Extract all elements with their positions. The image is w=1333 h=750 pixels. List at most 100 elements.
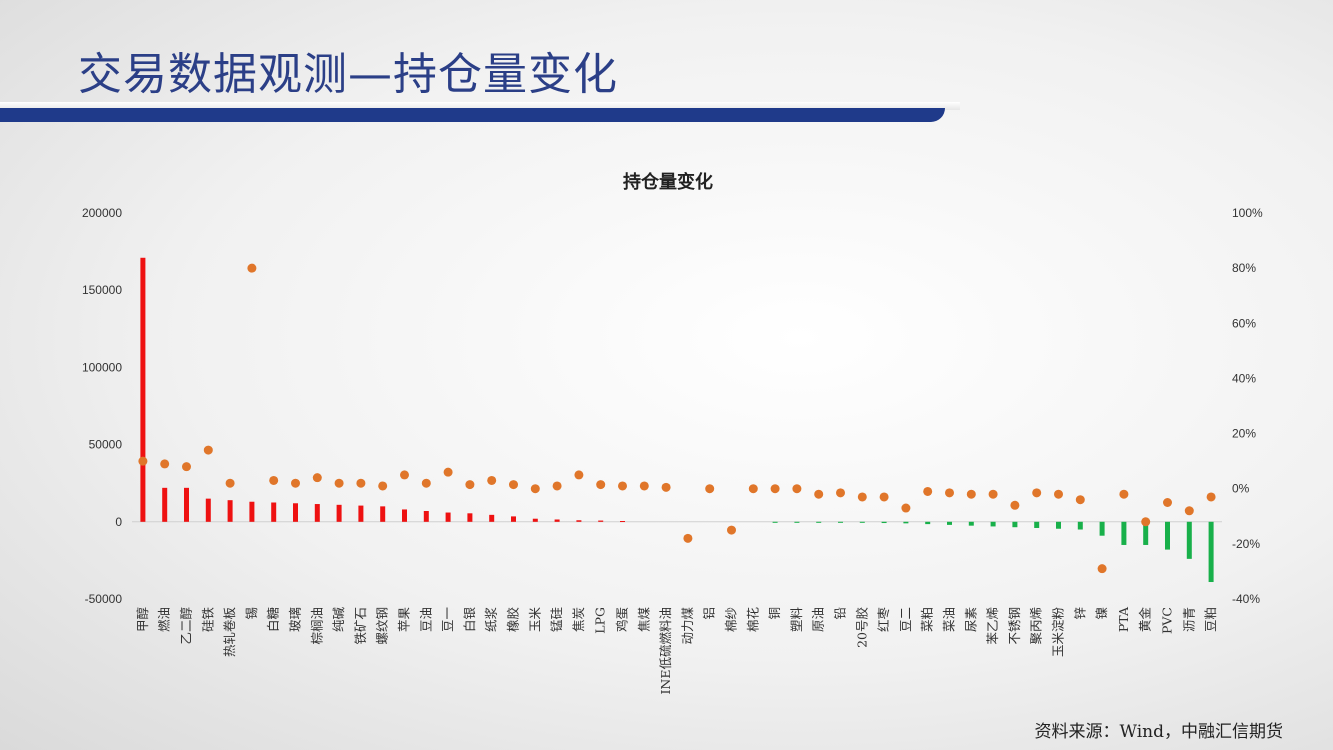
dot-豆一 (443, 467, 453, 477)
dot-螺纹钢 (378, 481, 388, 491)
bar-菜粕 (925, 521, 931, 525)
bar-热轧卷板 (227, 500, 233, 522)
dot-玉米淀粉 (1054, 489, 1063, 499)
bar-豆粕 (1208, 521, 1214, 583)
chart-axes: 200000 150000 100000 50000 0 -50000 100% 80% 60%… (82, 206, 1263, 606)
dot-乙二醇 (182, 462, 191, 472)
category-label: 尿素 (963, 607, 978, 632)
dot-菜油 (945, 488, 954, 498)
bar-锰硅 (554, 519, 560, 522)
category-label: 棕榈油 (309, 607, 324, 645)
category-label: 豆油 (418, 607, 433, 632)
dot-沥青 (1184, 506, 1194, 516)
category-label: 硅铁 (200, 607, 215, 633)
header-shadow (0, 102, 960, 110)
primary-tick-label: 50000 (89, 438, 123, 452)
primary-tick-label: 150000 (82, 283, 122, 297)
dot-锌 (1075, 495, 1085, 505)
bar-锌 (1077, 521, 1083, 530)
category-label: 玉米 (527, 607, 542, 633)
dot-塑料 (792, 484, 802, 494)
dot-红枣 (879, 492, 889, 502)
category-label: PVC (1160, 607, 1175, 634)
bar-铁矿石 (358, 505, 364, 522)
bar-鸡蛋 (620, 521, 625, 523)
dot-LPG (596, 480, 606, 490)
bar-棕榈油 (314, 504, 320, 522)
bar-玉米 (532, 518, 538, 522)
bar-纸浆 (489, 514, 495, 522)
dot-原油 (814, 489, 824, 499)
secondary-tick-label: 20% (1232, 427, 1256, 441)
secondary-tick-label: 0% (1232, 482, 1250, 496)
scatter-series (138, 263, 1216, 574)
category-label: 甲醇 (135, 607, 150, 632)
category-label: 不锈钢 (1007, 607, 1022, 645)
dot-聚丙烯 (1032, 488, 1042, 498)
dot-焦煤 (639, 481, 649, 491)
bar-焦炭 (576, 520, 582, 522)
dot-不锈钢 (1010, 500, 1020, 510)
bar-锡 (249, 501, 255, 522)
category-labels: 甲醇 燃油 乙二醇 硅铁 热轧卷板锡白糖 玻璃 棕榈油 纯碱 铁矿石 螺纹钢 苹果 豆油 豆一 白银 纸浆橡… (135, 606, 1218, 694)
category-label: 乙二醇 (179, 607, 194, 645)
dot-豆粕 (1206, 492, 1216, 502)
dot-PVC (1163, 498, 1172, 507)
secondary-tick-label: 100% (1232, 206, 1263, 220)
bar-不锈钢 (1012, 521, 1018, 528)
dot-玻璃 (291, 478, 300, 488)
bar-series (140, 257, 1214, 583)
bar-聚丙烯 (1034, 521, 1040, 528)
category-label: 锌 (1072, 607, 1087, 620)
bar-红枣 (881, 521, 887, 524)
category-label: 黄金 (1138, 607, 1153, 633)
category-label: 纯碱 (331, 607, 346, 633)
dot-白银 (465, 480, 475, 490)
dot-镍 (1097, 564, 1107, 574)
dot-豆油 (421, 478, 431, 488)
category-label: 20号胶 (854, 607, 869, 648)
category-label: 玉米淀粉 (1051, 607, 1066, 658)
dot-棉花 (748, 484, 758, 494)
bar-硅铁 (205, 498, 211, 522)
dot-铝 (705, 484, 715, 494)
chart-title: 持仓量变化 (623, 171, 713, 193)
category-label: 热轧卷板 (222, 607, 237, 658)
bar-燃油 (162, 487, 168, 522)
category-label: 铜 (767, 607, 782, 620)
dot-棕榈油 (312, 473, 322, 483)
category-label: 燃油 (157, 607, 172, 632)
category-label: 聚丙烯 (1029, 607, 1044, 645)
category-label: 焦炭 (571, 607, 586, 632)
dot-INE低硫燃料油 (661, 482, 671, 492)
bar-豆二 (903, 521, 909, 524)
dot-20号胶 (857, 492, 867, 502)
dot-纯碱 (334, 478, 344, 488)
category-label: 白银 (462, 607, 477, 633)
dot-橡胶 (509, 480, 518, 490)
category-label: 玻璃 (288, 607, 303, 632)
bar-甲醇 (140, 257, 146, 522)
dot-锡 (247, 263, 257, 273)
bar-黄金 (1143, 521, 1149, 545)
primary-tick-label: -50000 (85, 592, 123, 606)
dot-玉米 (530, 484, 540, 494)
dot-甲醇 (138, 456, 148, 466)
dot-热轧卷板 (225, 478, 235, 488)
dot-燃油 (160, 459, 170, 469)
category-label: 塑料 (789, 607, 804, 633)
bar-纯碱 (336, 504, 342, 522)
bar-LPG (598, 520, 604, 522)
dot-锰硅 (552, 481, 562, 491)
slide-title: 交易数据观测—持仓量变化 (78, 49, 618, 100)
bar-豆油 (423, 510, 429, 522)
category-label: 红枣 (876, 607, 891, 633)
dot-棉纱 (727, 525, 736, 535)
dot-动力煤 (683, 533, 693, 543)
bar-塑料 (794, 521, 800, 523)
bar-白糖 (271, 502, 277, 522)
bar-苯乙烯 (990, 521, 996, 527)
bar-菜油 (947, 521, 952, 525)
bar-铅 (838, 521, 843, 523)
